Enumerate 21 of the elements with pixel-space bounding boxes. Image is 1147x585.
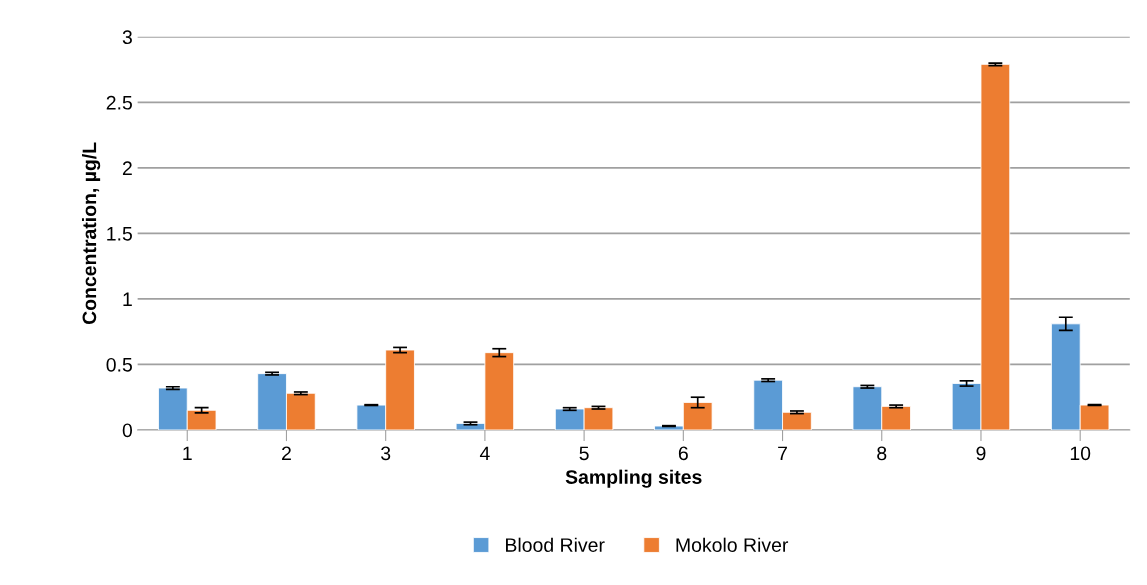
x-tick-label: 9 bbox=[976, 446, 986, 461]
x-tick-label: 1 bbox=[183, 446, 192, 461]
y-tick-label: 2.5 bbox=[106, 95, 132, 110]
y-axis-title: Concentration, µg/L bbox=[81, 142, 101, 325]
x-tick-label: 3 bbox=[381, 446, 391, 461]
x-tick-label: 7 bbox=[778, 446, 787, 461]
x-tick-label: 10 bbox=[1070, 446, 1091, 461]
x-tick-label: 8 bbox=[877, 446, 887, 461]
x-tick-label: 5 bbox=[579, 446, 589, 461]
x-axis-title: Sampling sites bbox=[565, 469, 702, 488]
y-tick-label: 1.5 bbox=[107, 227, 132, 241]
legend-label: Blood River bbox=[506, 537, 605, 552]
x-tick-label: 2 bbox=[282, 446, 291, 461]
x-tick-label: 4 bbox=[479, 446, 490, 461]
legend-label: Mokolo River bbox=[676, 537, 789, 552]
y-tick-label: 1 bbox=[123, 292, 132, 306]
y-tick-label: 0.5 bbox=[106, 357, 132, 372]
y-tick-label: 3 bbox=[122, 30, 132, 45]
y-tick-label: 0 bbox=[122, 423, 133, 438]
y-tick-label: 2 bbox=[122, 161, 132, 175]
x-tick-label: 6 bbox=[678, 446, 688, 461]
